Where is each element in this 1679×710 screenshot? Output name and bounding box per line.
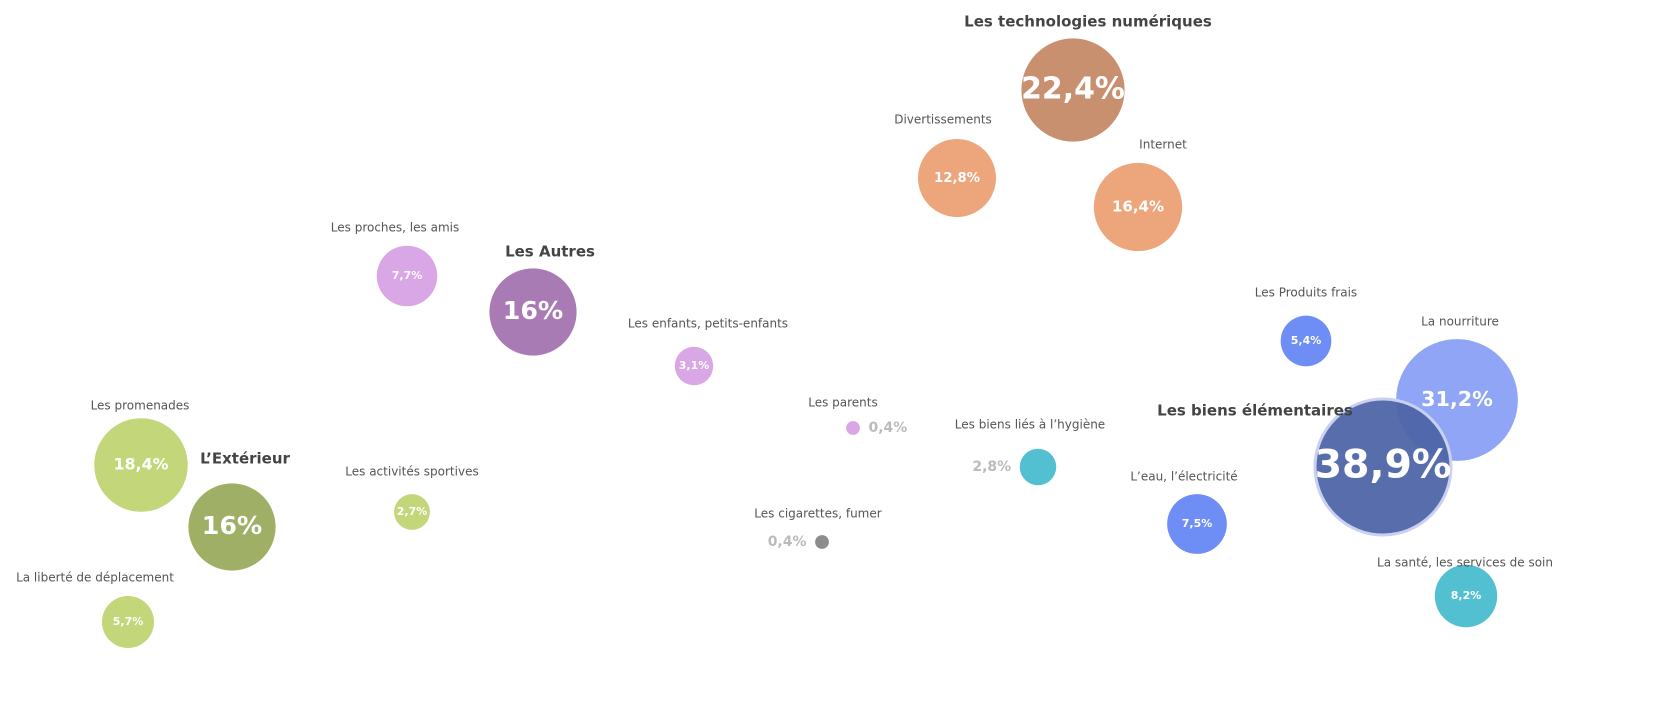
bubble-label: Les Produits frais	[1255, 286, 1357, 300]
value-label: 12,8%	[934, 171, 980, 186]
bubble	[489, 268, 577, 356]
value-label: 22,4%	[1021, 72, 1125, 107]
bubble	[94, 418, 188, 512]
value-label: 8,2%	[1451, 589, 1482, 602]
bubble-label: Les proches, les amis	[331, 221, 459, 235]
bubble-label: Les activités sportives	[345, 465, 478, 479]
bubble-label: Divertissements	[894, 113, 992, 127]
value-label: 2,8%	[972, 459, 1011, 475]
bubble-label: La santé, les services de soin	[1377, 556, 1553, 570]
value-label: 7,7%	[392, 269, 423, 282]
value-label: 31,2%	[1421, 387, 1493, 411]
bubble-label: Les parents	[808, 396, 878, 410]
bubble	[1313, 397, 1453, 537]
bubble-label: Internet	[1139, 138, 1187, 152]
group-label: Les Autres	[505, 243, 595, 261]
group-label: Les biens élémentaires	[1157, 402, 1353, 420]
group-label: Les technologies numériques	[964, 13, 1212, 31]
bubble-label: La nourriture	[1421, 315, 1499, 329]
bubble-label: Les cigarettes, fumer	[754, 507, 881, 521]
bubble	[101, 595, 155, 649]
value-label: 38,9%	[1315, 442, 1452, 488]
bubble-label: Les biens liés à l’hygiène	[955, 418, 1105, 432]
value-label: 0,4%	[768, 534, 807, 550]
value-label: 2,7%	[397, 505, 428, 518]
value-label: 5,4%	[1291, 334, 1322, 347]
bubble-label: Les enfants, petits-enfants	[628, 317, 788, 331]
bubble	[815, 535, 829, 549]
value-label: 3,1%	[679, 359, 710, 372]
value-label: 0,4%	[868, 420, 907, 436]
bubble	[394, 494, 430, 530]
bubble	[846, 421, 860, 435]
bubble-label: L’eau, l’électricité	[1130, 470, 1237, 484]
value-label: 16%	[202, 511, 262, 540]
value-label: 5,7%	[113, 615, 144, 628]
bubble	[1093, 162, 1183, 252]
bubble	[1280, 315, 1332, 367]
value-label: 16,4%	[1112, 198, 1164, 216]
bubble	[1167, 494, 1227, 554]
bubble	[1021, 38, 1125, 142]
group-label: L’Extérieur	[200, 450, 290, 468]
value-label: 18,4%	[113, 455, 168, 474]
bubble	[1434, 564, 1498, 628]
bubble	[918, 139, 996, 217]
bubble-label: La liberté de déplacement	[16, 571, 174, 585]
bubble	[376, 245, 438, 307]
bubble	[674, 346, 714, 386]
bubble	[188, 483, 276, 571]
value-label: 16%	[503, 296, 563, 325]
bubble	[1019, 448, 1057, 486]
value-label: 7,5%	[1182, 517, 1213, 530]
bubble-label: Les promenades	[91, 399, 190, 413]
